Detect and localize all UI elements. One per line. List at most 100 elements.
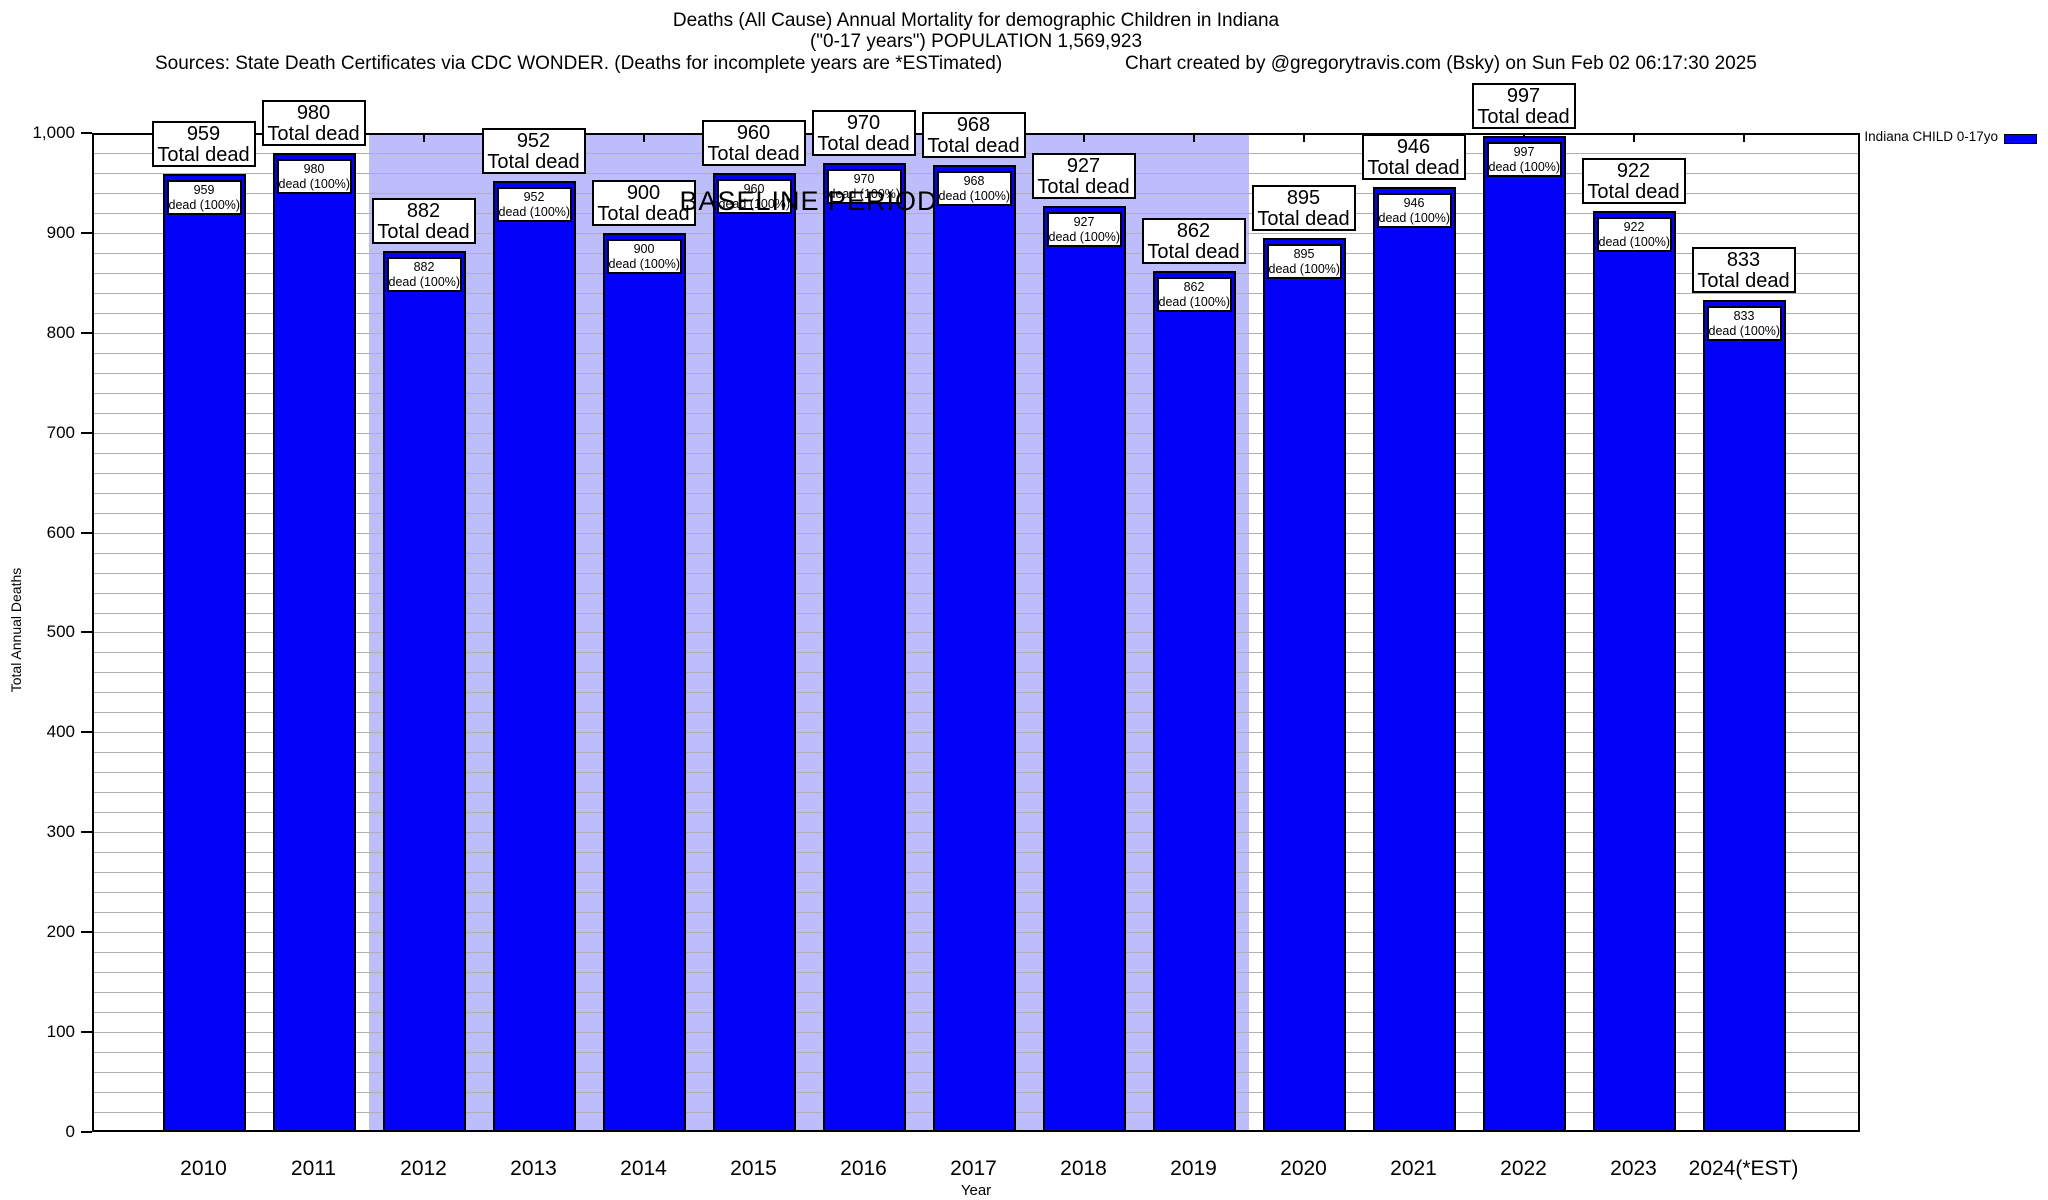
bar-total-label-2014-value: 900	[626, 182, 661, 204]
x-tick-label-2016: 2016	[840, 1157, 887, 1180]
bar-total-label-2016-value: 970	[846, 112, 881, 134]
bar-total-label-2012: 882 Total dead	[371, 198, 476, 244]
bar-total-label-2012-text: Total dead	[377, 221, 470, 243]
bar-total-label-2015-value: 960	[736, 122, 771, 144]
bar-inner-label-2022-text: dead (100%)	[1488, 160, 1561, 174]
x-tick-top	[1742, 135, 1745, 142]
bar-inner-label-2021-text: dead (100%)	[1378, 211, 1451, 225]
bar-inner-label-2024(*EST)-value: 833	[1733, 309, 1755, 323]
y-tick-label: 400	[46, 722, 75, 741]
chart-title: Deaths (All Cause) Annual Mortality for …	[672, 10, 1280, 31]
bar-inner-label-2022-value: 997	[1513, 145, 1535, 159]
bar-total-label-2018-value: 927	[1066, 155, 1101, 177]
bar-total-label-2019: 862 Total dead	[1141, 218, 1246, 264]
x-tick-top	[642, 135, 645, 142]
x-tick-label-2013: 2013	[510, 1157, 557, 1180]
bar-total-label-2014: 900 Total dead	[591, 180, 696, 226]
bar-2018	[1042, 206, 1126, 1132]
bar-total-label-2020: 895 Total dead	[1251, 185, 1356, 231]
bar-2016	[822, 163, 906, 1132]
bar-total-label-2013: 952 Total dead	[481, 128, 586, 174]
bar-inner-label-2021-value: 946	[1403, 196, 1425, 210]
bar-total-label-2011-text: Total dead	[267, 123, 360, 145]
bar-2017	[932, 165, 1016, 1132]
bar-inner-label-2010-text: dead (100%)	[168, 198, 241, 212]
bar-inner-label-2019-text: dead (100%)	[1158, 295, 1231, 309]
y-tick	[81, 631, 92, 633]
y-tick-label: 800	[46, 323, 75, 342]
bar-total-label-2010: 959 Total dead	[151, 121, 256, 167]
bar-total-label-2023: 922 Total dead	[1581, 158, 1686, 204]
bar-2021	[1372, 187, 1456, 1132]
bar-total-label-2012-value: 882	[406, 200, 441, 222]
x-tick-top	[1632, 135, 1635, 142]
x-tick-label-2022: 2022	[1500, 1157, 1547, 1180]
y-tick	[81, 1031, 92, 1033]
bar-2010	[162, 174, 246, 1132]
bar-2022	[1482, 136, 1566, 1132]
bar-inner-label-2014-text: dead (100%)	[608, 257, 681, 271]
bar-inner-label-2015: 960 dead (100%)	[716, 179, 792, 214]
bar-inner-label-2010: 959 dead (100%)	[166, 180, 242, 215]
bar-2024(*EST)	[1702, 300, 1786, 1132]
bar-2013	[492, 181, 576, 1132]
bar-inner-label-2010-value: 959	[193, 183, 215, 197]
chart-credit: Chart created by @gregorytravis.com (Bsk…	[1125, 53, 1757, 74]
y-tick	[81, 432, 92, 434]
bar-total-label-2017-value: 968	[956, 114, 991, 136]
x-tick-label-2010: 2010	[180, 1157, 227, 1180]
bar-inner-label-2013: 952 dead (100%)	[496, 187, 572, 222]
y-tick	[81, 132, 92, 134]
legend-swatch-icon	[2004, 134, 2037, 144]
x-tick-label-2014: 2014	[620, 1157, 667, 1180]
bar-inner-label-2012-value: 882	[413, 260, 435, 274]
y-tick-label: 100	[46, 1022, 75, 1041]
y-tick	[81, 931, 92, 933]
legend: Indiana CHILD 0-17yo	[1840, 128, 2040, 148]
bar-inner-label-2024(*EST): 833 dead (100%)	[1706, 306, 1782, 341]
y-tick-label: 200	[46, 922, 75, 941]
bar-inner-label-2024(*EST)-text: dead (100%)	[1708, 324, 1781, 338]
bar-inner-label-2020-text: dead (100%)	[1268, 262, 1341, 276]
x-axis-title: Year	[960, 1182, 992, 1199]
bar-inner-label-2019-value: 862	[1183, 280, 1205, 294]
bar-total-label-2013-text: Total dead	[487, 151, 580, 173]
x-tick-label-2012: 2012	[400, 1157, 447, 1180]
bar-total-label-2017-text: Total dead	[927, 135, 1020, 157]
bar-inner-label-2011: 980 dead (100%)	[276, 159, 352, 194]
bar-total-label-2010-text: Total dead	[157, 144, 250, 166]
bar-2012	[382, 251, 466, 1132]
x-tick-label-2020: 2020	[1280, 1157, 1327, 1180]
bar-total-label-2023-text: Total dead	[1587, 181, 1680, 203]
bar-inner-label-2018: 927 dead (100%)	[1046, 212, 1122, 247]
bar-total-label-2022-value: 997	[1506, 85, 1541, 107]
bar-inner-label-2013-text: dead (100%)	[498, 205, 571, 219]
bar-total-label-2016-text: Total dead	[817, 133, 910, 155]
bar-inner-label-2011-value: 980	[303, 162, 325, 176]
bar-inner-label-2018-value: 927	[1073, 215, 1095, 229]
bar-inner-label-2013-value: 952	[523, 190, 545, 204]
y-tick	[81, 232, 92, 234]
x-tick-label-2018: 2018	[1060, 1157, 1107, 1180]
bar-total-label-2014-text: Total dead	[597, 203, 690, 225]
bar-total-label-2019-text: Total dead	[1147, 241, 1240, 263]
bar-total-label-2024(*EST): 833 Total dead	[1691, 247, 1796, 293]
bar-total-label-2022: 997 Total dead	[1471, 83, 1576, 129]
y-tick	[81, 1131, 92, 1133]
bar-total-label-2015-text: Total dead	[707, 143, 800, 165]
y-tick-label: 0	[65, 1122, 75, 1141]
bar-total-label-2023-value: 922	[1616, 160, 1651, 182]
bar-total-label-2022-text: Total dead	[1477, 106, 1570, 128]
y-tick-label: 300	[46, 822, 75, 841]
bar-inner-label-2023: 922 dead (100%)	[1596, 217, 1672, 252]
bar-total-label-2011: 980 Total dead	[261, 100, 366, 146]
bar-inner-label-2018-text: dead (100%)	[1048, 230, 1121, 244]
bar-inner-label-2015-value: 960	[743, 182, 765, 196]
bar-inner-label-2011-text: dead (100%)	[278, 177, 351, 191]
bar-inner-label-2020-value: 895	[1293, 247, 1315, 261]
x-tick-label-2021: 2021	[1390, 1157, 1437, 1180]
bar-total-label-2017: 968 Total dead	[921, 112, 1026, 158]
bar-inner-label-2016-text: dead (100%)	[828, 187, 901, 201]
bar-2023	[1592, 211, 1676, 1132]
y-tick	[81, 831, 92, 833]
